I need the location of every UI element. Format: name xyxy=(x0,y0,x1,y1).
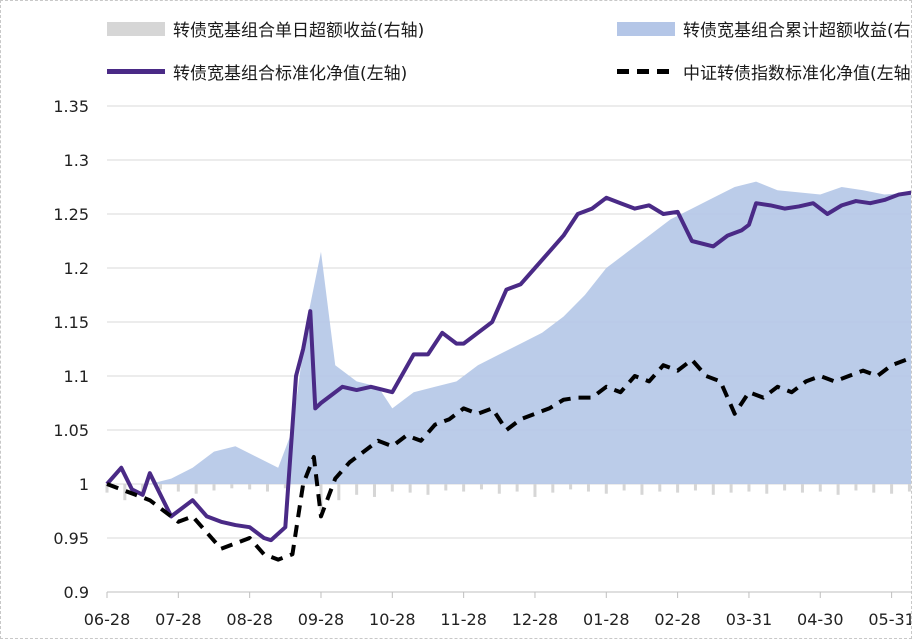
daily-excess-bar xyxy=(747,484,751,492)
legend-label: 转债宽基组合标准化净值(左轴) xyxy=(173,64,408,84)
legend-swatch-purple xyxy=(107,69,165,74)
daily-excess-bar xyxy=(319,484,323,511)
daily-excess-bar xyxy=(158,484,162,490)
daily-excess-bar xyxy=(462,484,466,492)
x-tick-label: 10-28 xyxy=(369,610,416,629)
daily-excess-bar xyxy=(711,484,715,495)
daily-excess-bar xyxy=(586,484,590,492)
daily-excess-bar xyxy=(212,484,216,491)
index-nav-line xyxy=(106,357,911,562)
daily-excess-bar xyxy=(729,484,733,493)
daily-excess-bar xyxy=(783,484,787,491)
y-tick-label: 1.35 xyxy=(53,97,89,116)
daily-excess-bar xyxy=(569,484,573,490)
daily-excess-bar xyxy=(283,484,287,489)
x-tick-label: 01-28 xyxy=(583,610,630,629)
y-tick-label: 1.25 xyxy=(53,205,89,224)
daily-excess-bar xyxy=(836,484,840,495)
legend-item-cumulative-excess: 转债宽基组合累计超额收益(右轴) xyxy=(617,16,912,41)
cumulative-excess-area xyxy=(107,181,911,484)
daily-excess-bar xyxy=(194,484,198,494)
y-tick-label: 1 xyxy=(79,475,89,494)
daily-excess-bar xyxy=(337,484,341,501)
daily-excess-bar xyxy=(248,484,252,490)
daily-excess-bar xyxy=(622,484,626,491)
y-tick-label: 0.9 xyxy=(64,583,89,602)
legend-label: 转债宽基组合累计超额收益(右轴) xyxy=(683,21,912,41)
y-tick-label: 1.1 xyxy=(64,367,89,386)
daily-excess-bar xyxy=(408,484,412,493)
daily-excess-bar xyxy=(765,484,769,494)
daily-excess-bar xyxy=(890,484,894,494)
legend-item-index-nav: 中证转债指数标准化净值(左轴) xyxy=(617,59,912,84)
daily-excess-bar xyxy=(176,484,180,492)
legend-swatch-blue xyxy=(617,21,675,36)
daily-excess-bar xyxy=(355,484,359,495)
daily-excess-bar xyxy=(230,484,234,489)
y-tick-label: 1.2 xyxy=(64,259,89,278)
daily-excess-bar xyxy=(800,484,804,493)
legend-swatch-dash xyxy=(617,69,675,74)
daily-excess-bar xyxy=(818,484,822,492)
chart-legend: 转债宽基组合单日超额收益(右轴) 转债宽基组合累计超额收益(右轴) 转债宽基组合… xyxy=(1,1,912,91)
y-tick-label: 1.15 xyxy=(53,313,89,332)
portfolio-nav-line xyxy=(105,190,911,543)
x-tick-label: 03-31 xyxy=(726,610,773,629)
legend-label: 中证转债指数标准化净值(左轴) xyxy=(683,64,912,84)
daily-excess-bar xyxy=(479,484,483,490)
daily-excess-bar xyxy=(872,484,876,493)
x-tick-label: 11-28 xyxy=(440,610,487,629)
daily-excess-bar xyxy=(515,484,519,492)
daily-excess-bar xyxy=(426,484,430,495)
daily-excess-bar xyxy=(105,484,109,493)
x-tick-label: 12-28 xyxy=(512,610,559,629)
y-tick-label: 0.95 xyxy=(53,529,89,548)
daily-excess-bar xyxy=(640,484,644,495)
legend-item-daily-excess: 转债宽基组合单日超额收益(右轴) xyxy=(107,16,424,41)
legend-swatch-gray xyxy=(107,21,165,36)
daily-excess-bar xyxy=(533,484,537,497)
x-tick-label: 08-28 xyxy=(226,610,273,629)
daily-excess-bar xyxy=(551,484,555,493)
x-tick-label: 09-28 xyxy=(298,610,345,629)
daily-excess-bar xyxy=(693,484,697,491)
daily-excess-bar xyxy=(658,484,662,492)
legend-label: 转债宽基组合单日超额收益(右轴) xyxy=(173,21,425,41)
x-tick-label: 04-30 xyxy=(797,610,844,629)
daily-excess-bar xyxy=(123,484,127,501)
daily-excess-bar xyxy=(372,484,376,497)
y-tick-label: 1.3 xyxy=(64,151,89,170)
daily-excess-bar xyxy=(265,484,269,492)
legend-item-portfolio-nav: 转债宽基组合标准化净值(左轴) xyxy=(107,59,407,84)
daily-excess-bar xyxy=(676,484,680,493)
x-tick-label: 05-31 xyxy=(868,610,912,629)
daily-excess-bar xyxy=(604,484,608,494)
x-tick-label: 07-28 xyxy=(155,610,202,629)
daily-excess-bar xyxy=(444,484,448,491)
daily-excess-bar xyxy=(497,484,501,494)
x-tick-label: 06-28 xyxy=(84,610,131,629)
daily-excess-bar xyxy=(854,484,858,491)
daily-excess-bar xyxy=(390,484,394,492)
daily-excess-bar xyxy=(907,484,911,492)
x-tick-label: 02-28 xyxy=(654,610,701,629)
y-tick-label: 1.05 xyxy=(53,421,89,440)
